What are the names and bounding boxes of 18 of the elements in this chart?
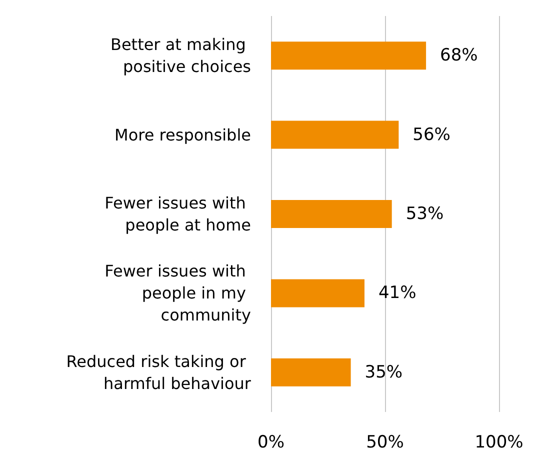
- bar: [271, 120, 399, 149]
- y-tick-label: More responsible: [114, 125, 251, 144]
- y-tick-label: Better at making positive choices: [110, 35, 251, 76]
- y-tick-label: Reduced risk taking or harmful behaviour: [66, 352, 252, 393]
- bar: [271, 42, 426, 70]
- y-tick-label: Fewer issues with people at home: [104, 194, 251, 234]
- bar: [271, 279, 364, 308]
- bar: [271, 200, 392, 228]
- x-tick-label: 100%: [474, 432, 524, 452]
- data-label: 41%: [378, 283, 416, 304]
- data-label: 56%: [412, 124, 450, 145]
- data-label: 53%: [406, 204, 444, 224]
- x-tick-label: 50%: [366, 432, 404, 452]
- bar: [271, 358, 351, 386]
- x-tick-label: 0%: [258, 432, 284, 452]
- y-tick-label: Fewer issues with people in my community: [104, 262, 251, 325]
- data-label: 68%: [440, 46, 478, 66]
- data-label: 35%: [364, 362, 403, 382]
